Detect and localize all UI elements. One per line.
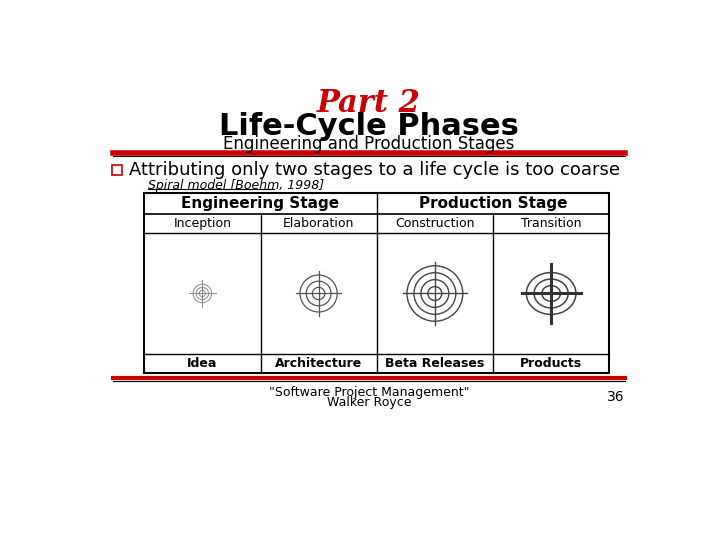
Text: Beta Releases: Beta Releases	[385, 357, 485, 370]
Text: Idea: Idea	[187, 357, 217, 370]
Text: Spiral model [Boehm, 1998]: Spiral model [Boehm, 1998]	[148, 179, 324, 192]
Text: Part 2: Part 2	[317, 88, 421, 119]
Text: "Software Project Management": "Software Project Management"	[269, 386, 469, 399]
Text: Engineering and Production Stages: Engineering and Production Stages	[223, 135, 515, 153]
Text: Elaboration: Elaboration	[283, 217, 354, 230]
Text: Engineering Stage: Engineering Stage	[181, 196, 340, 211]
Text: Construction: Construction	[395, 217, 474, 230]
Text: Products: Products	[520, 357, 582, 370]
Bar	[144, 193, 609, 373]
Text: Inception: Inception	[174, 217, 231, 230]
Text: Walker Royce: Walker Royce	[327, 396, 411, 409]
Text: 36: 36	[607, 390, 625, 404]
Text: Transition: Transition	[521, 217, 581, 230]
Text: Production Stage: Production Stage	[419, 196, 567, 211]
Text: Architecture: Architecture	[275, 357, 362, 370]
Text: Attributing only two stages to a life cycle is too coarse: Attributing only two stages to a life cy…	[129, 161, 620, 179]
Text: Life-Cycle Phases: Life-Cycle Phases	[219, 112, 519, 141]
FancyBboxPatch shape	[112, 165, 122, 175]
